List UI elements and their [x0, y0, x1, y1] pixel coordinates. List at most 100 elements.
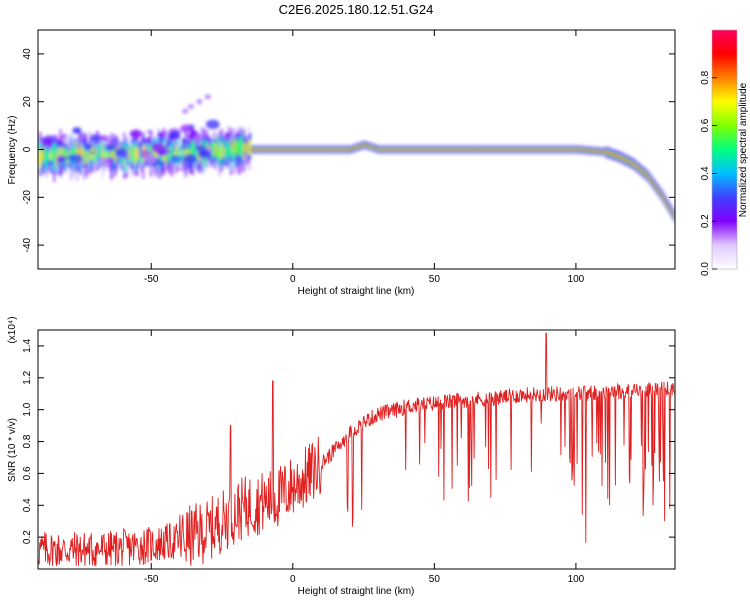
heatmap-cell	[644, 172, 647, 176]
heatmap-cell	[596, 150, 598, 153]
heatmap-cell	[315, 148, 318, 151]
heatmap-blob	[150, 142, 165, 153]
heatmap-cell	[455, 148, 458, 151]
heatmap-cell	[472, 148, 475, 151]
heatmap-cell	[356, 146, 359, 149]
heatmap-cell	[393, 148, 396, 151]
heatmap-blob	[67, 143, 73, 148]
heatmap-cell	[362, 144, 365, 146]
spectrogram-heatmap	[38, 94, 675, 222]
heatmap-cell	[622, 157, 625, 161]
heatmap-cell	[169, 145, 172, 162]
heatmap-blob	[72, 127, 82, 134]
heatmap-cell	[58, 147, 61, 160]
heatmap-cell	[395, 148, 398, 151]
heatmap-cell	[553, 148, 556, 151]
heatmap-cell	[367, 145, 370, 148]
heatmap-cell	[180, 146, 183, 155]
heatmap-cell	[397, 148, 400, 151]
heatmap-cell	[641, 170, 644, 174]
heatmap-cell	[611, 152, 614, 156]
heatmap-cell	[190, 141, 193, 160]
heatmap-cell	[504, 148, 507, 151]
heatmap-cell	[548, 148, 551, 151]
y-tick-label: 0.2	[22, 530, 33, 544]
heatmap-cell	[392, 148, 395, 151]
heatmap-blob	[157, 132, 165, 138]
heatmap-cell	[542, 148, 545, 151]
heatmap-cell	[212, 140, 215, 157]
heatmap-cell	[417, 148, 420, 151]
heatmap-cell	[224, 140, 226, 155]
y-tick-label: -40	[22, 237, 33, 252]
heatmap-cell	[587, 149, 589, 152]
heatmap-cell	[566, 148, 569, 151]
y-tick-label: 0.4	[22, 498, 33, 512]
heatmap-cell	[286, 148, 289, 151]
heatmap-cell	[655, 186, 658, 190]
heatmap-blob	[143, 137, 152, 144]
heatmap-cell	[649, 178, 652, 181]
heatmap-cell	[567, 148, 570, 151]
heatmap-cell	[99, 146, 102, 156]
heatmap-cell	[585, 149, 588, 152]
heatmap-cell	[53, 144, 56, 163]
heatmap-cell	[631, 162, 634, 165]
heatmap-blob	[69, 153, 83, 164]
heatmap-cell	[528, 148, 531, 151]
heatmap-cell	[546, 148, 549, 151]
spectrogram-axes: -50 0 50 100 -40 -20 0 20 40	[22, 30, 675, 285]
heatmap-cell	[165, 152, 168, 161]
heatmap-cell	[431, 148, 434, 151]
heatmap-blob	[55, 139, 64, 146]
heatmap-cell	[439, 148, 442, 151]
heatmap-cell	[71, 148, 73, 160]
heatmap-cell	[593, 150, 596, 152]
heatmap-cell	[222, 145, 225, 158]
heatmap-cell	[181, 147, 184, 162]
heatmap-cell	[575, 148, 578, 151]
heatmap-cell	[583, 149, 586, 152]
heatmap-cell	[636, 166, 639, 169]
heatmap-cell	[403, 148, 406, 151]
heatmap-cell	[503, 148, 505, 151]
heatmap-cell	[94, 150, 96, 162]
heatmap-cell	[501, 148, 504, 151]
heatmap-cell	[95, 148, 98, 157]
heatmap-cell	[40, 152, 43, 167]
snr-scale-note: (x10⁴)	[7, 316, 18, 343]
heatmap-cell	[565, 148, 568, 151]
heatmap-cell	[527, 148, 530, 151]
heatmap-cell	[607, 151, 610, 155]
heatmap-cell	[436, 148, 439, 151]
heatmap-cell	[62, 149, 65, 159]
heatmap-cell	[650, 180, 653, 183]
heatmap-cell	[45, 147, 48, 165]
heatmap-cell	[576, 148, 579, 151]
chart-title: C2E6.2025.180.12.51.G24	[279, 2, 434, 17]
heatmap-cell	[338, 148, 341, 151]
heatmap-cell	[151, 145, 154, 159]
heatmap-cell	[541, 148, 544, 151]
x-tick-label: -50	[144, 274, 159, 285]
heatmap-cell	[486, 148, 489, 151]
heatmap-cell	[654, 185, 657, 188]
heatmap-cell	[476, 148, 479, 151]
heatmap-cell	[273, 148, 276, 151]
heatmap-cell	[371, 146, 374, 149]
heatmap-cell	[471, 148, 474, 151]
heatmap-cell	[159, 147, 161, 166]
spectrogram-x-label: Height of straight line (km)	[298, 286, 415, 297]
heatmap-cell	[241, 137, 244, 156]
heatmap-cell	[617, 155, 620, 158]
heatmap-cell	[537, 148, 540, 151]
heatmap-cell	[175, 145, 178, 159]
heatmap-cell	[652, 181, 654, 185]
colorbar-tick-label: 0.2	[700, 214, 711, 228]
heatmap-cell	[463, 148, 466, 151]
heatmap-cell	[129, 150, 132, 160]
heatmap-cell	[83, 146, 86, 159]
heatmap-cell	[260, 148, 263, 151]
colorbar-label: Normalized spectral amplitude	[738, 82, 749, 217]
